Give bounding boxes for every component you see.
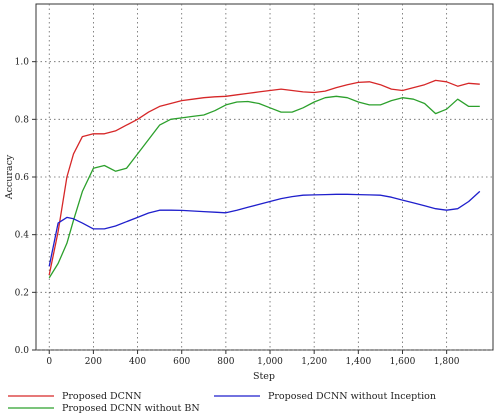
y-tick-label: 0.8 xyxy=(15,115,30,125)
legend-label-proposed-dcnn: Proposed DCNN xyxy=(62,391,142,402)
series-line-without-inception xyxy=(48,190,481,267)
x-tick-label: 1,400 xyxy=(345,357,371,367)
x-axis-ticks: 0 200 400 600 800 1,000 1,200 1,400 1,600 1,800 xyxy=(46,350,460,367)
legend-label-without-inception: Proposed DCNN without Inception xyxy=(268,391,436,402)
x-tick-label: 200 xyxy=(85,357,102,367)
x-tick-label: 600 xyxy=(173,357,190,367)
series-line-without-bn xyxy=(48,95,480,279)
y-axis-ticks: 0.0 0.2 0.4 0.6 0.8 1.0 xyxy=(15,58,36,356)
legend: Proposed DCNN Proposed DCNN without BN P… xyxy=(8,391,436,414)
x-tick-label: 400 xyxy=(129,357,146,367)
x-tick-label: 1,200 xyxy=(301,357,327,367)
y-tick-label: 1.0 xyxy=(15,58,30,68)
plot-area xyxy=(35,3,494,351)
grid xyxy=(36,4,493,351)
series-lines xyxy=(48,79,481,279)
x-tick-label: 1,000 xyxy=(257,357,283,367)
y-axis-title: Accuracy xyxy=(4,154,15,200)
series-line-proposed-dcnn xyxy=(48,79,480,276)
x-tick-label: 1,800 xyxy=(434,357,460,367)
y-tick-label: 0.4 xyxy=(15,231,30,241)
y-tick-label: 0.6 xyxy=(15,173,30,183)
x-tick-label: 0 xyxy=(46,357,52,367)
x-axis-title: Step xyxy=(253,371,275,382)
legend-label-without-bn: Proposed DCNN without BN xyxy=(62,403,200,414)
x-tick-label: 1,600 xyxy=(390,357,416,367)
y-tick-label: 0.2 xyxy=(15,288,29,298)
y-tick-label: 0.0 xyxy=(15,346,30,356)
x-tick-label: 800 xyxy=(217,357,234,367)
